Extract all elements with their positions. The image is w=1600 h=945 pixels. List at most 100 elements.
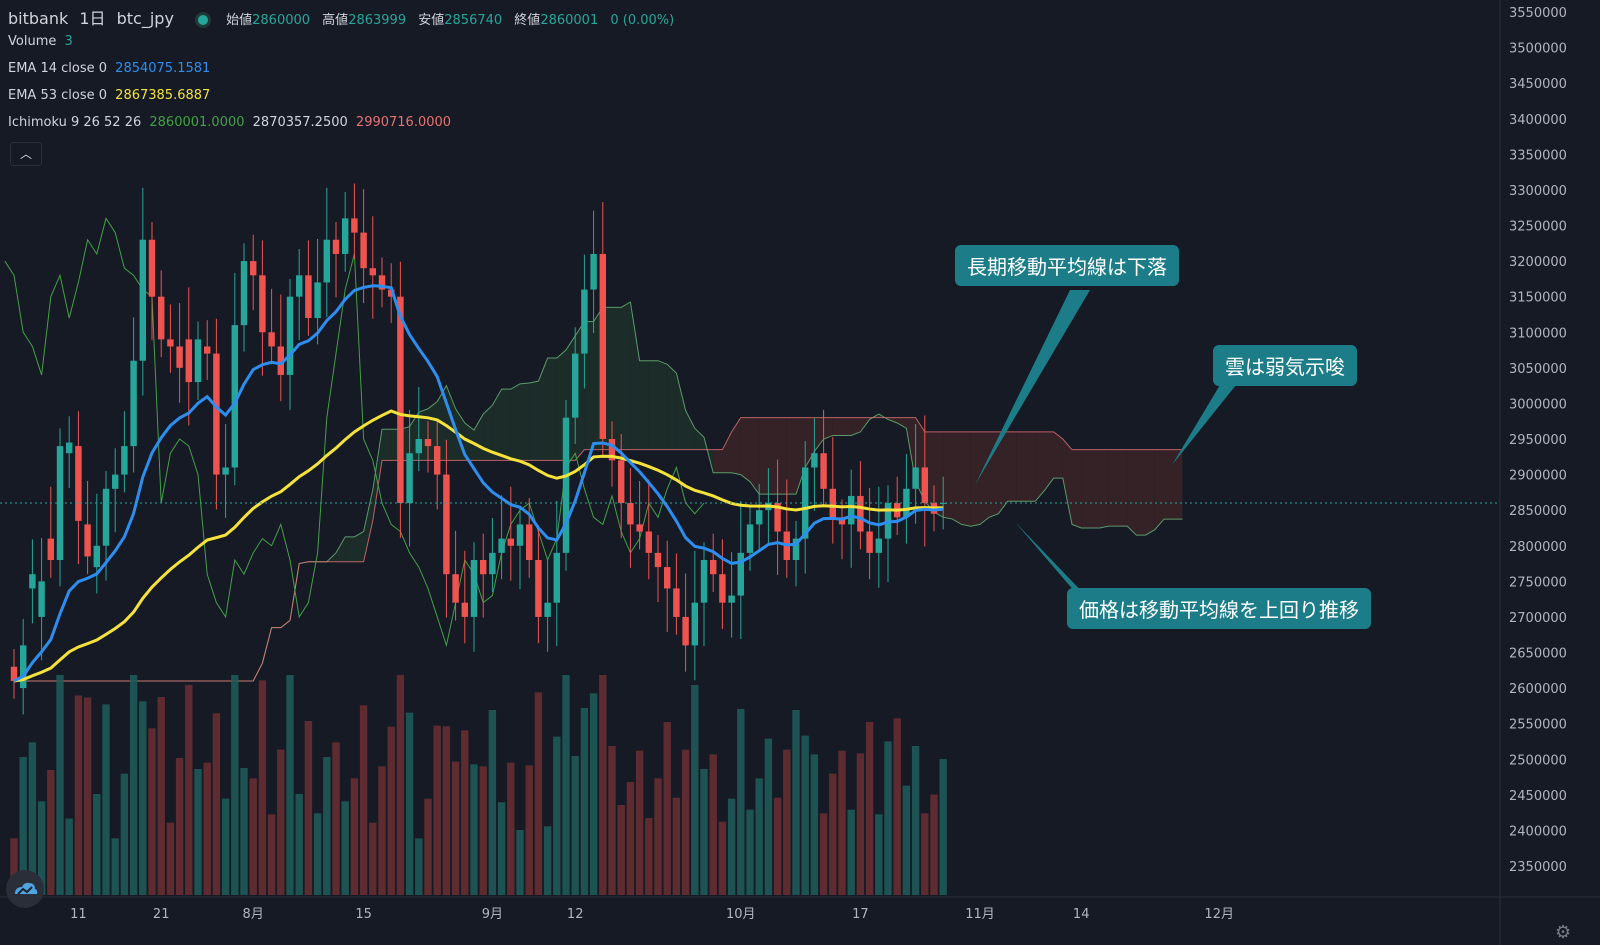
cloud-segment [694,428,704,450]
close-label: 終値 [514,13,541,28]
candle-body [921,467,929,504]
ema53-legend[interactable]: EMA 53 close 0 2867385.6887 [8,88,210,103]
volume-bar [470,764,478,895]
volume-bar [737,709,745,895]
volume-bar [451,761,460,895]
volume-bar [534,692,543,895]
cloud-segment [1099,449,1109,528]
callout-price-above-ma: 価格は移動平均線を上回り推移 [1067,588,1371,629]
volume-bar [553,736,561,895]
close-value: 2860001 [540,13,599,28]
settings-gear-icon[interactable]: ⚙ [1555,922,1572,943]
candle-body [599,253,607,439]
volume-bar [221,798,230,895]
cloud-segment [832,417,842,436]
volume-bar [323,757,331,895]
cloud-segment [1081,449,1091,528]
volume-bar [185,685,193,895]
volume-bar [277,749,285,895]
price-tick-label: 2750000 [1509,575,1567,590]
cloud-segment [538,358,548,461]
ema14-line [13,284,944,683]
price-tick-label: 2900000 [1509,469,1567,484]
collapse-legend-button[interactable]: ︿ [10,142,42,166]
price-tick-label: 3200000 [1509,255,1567,270]
price-tick-label: 3000000 [1509,397,1567,412]
volume-bar [516,830,524,895]
volume-bar [129,675,138,895]
cloud-segment [1044,431,1054,491]
volume-bar [267,814,276,895]
ichimoku-legend[interactable]: Ichimoku 9 26 52 26 2860001.0000 2870357… [8,115,451,130]
price-tick-label: 3500000 [1509,42,1567,57]
cloud-segment [1062,439,1072,525]
cloud-segment [970,431,980,527]
candle-body [351,218,358,233]
volume-bar [829,773,837,895]
symbol-name[interactable]: btc_jpy [116,9,174,28]
volume-bar [571,756,579,895]
time-tick-label: 14 [1073,907,1090,922]
volume-bar [562,675,570,895]
low-label: 安値 [418,13,445,28]
interval-label[interactable]: 1日 [79,9,106,28]
volume-bar [847,809,855,895]
volume-bar [893,718,901,895]
exchange-name[interactable]: bitbank [8,9,69,28]
cloud-segment [612,307,622,450]
volume-bar [258,680,267,895]
ichimoku-value-1: 2860001.0000 [149,115,245,130]
candle-body [489,552,496,575]
candle-body [176,346,183,368]
cloud-segment [952,431,962,525]
cloud-segment [520,382,530,461]
ema14-label: EMA 14 close 0 [8,61,108,76]
time-tick-label: 12 [567,907,584,922]
volume-value: 3 [64,34,73,49]
volume-bar [672,797,681,895]
volume-bar [74,695,83,895]
volume-bar [543,826,552,895]
cloud-segment [713,449,723,473]
candle-body [617,460,625,504]
volume-bar [148,728,156,895]
candle-body [461,602,469,617]
volume-bar [111,838,119,895]
high-label: 高値 [322,13,349,28]
market-status-icon [195,11,212,28]
volume-bar [645,818,653,895]
cloud-segment [547,358,557,461]
cloud-segment [1145,449,1155,536]
candle-body [139,239,147,361]
volume-bar [424,798,432,895]
price-tick-label: 2350000 [1509,860,1567,875]
candle-body [378,275,386,290]
candle-body [627,503,634,525]
volume-bar [65,818,73,895]
candle-body [286,296,294,375]
volume-bar [580,708,589,895]
volume-bar [764,738,773,895]
cloud-segment [1072,449,1082,528]
tradingview-logo-button[interactable] [6,870,44,908]
price-tick-label: 3350000 [1509,148,1567,163]
ema14-legend[interactable]: EMA 14 close 0 2854075.1581 [8,61,210,76]
volume-bar [681,749,690,895]
candle-body [249,261,257,276]
price-tick-label: 2950000 [1509,433,1567,448]
last-price-line: 2860001 [0,493,1568,514]
candle-body [157,296,165,340]
candle-body [608,439,616,461]
cloud-segment [676,373,686,450]
symbol-header: bitbank 1日 btc_jpy 始値2860000 高値2863999 安… [8,5,688,29]
annotation-arrows [975,290,1236,600]
volume-bar [166,822,175,895]
time-tick-label: 10月 [726,907,756,922]
candle-body [93,545,101,568]
candle-body [424,439,432,447]
volume-bar [442,726,451,895]
price-tick-label: 3100000 [1509,326,1567,341]
ema-lines [13,284,944,683]
volume-legend[interactable]: Volume 3 [8,34,73,49]
